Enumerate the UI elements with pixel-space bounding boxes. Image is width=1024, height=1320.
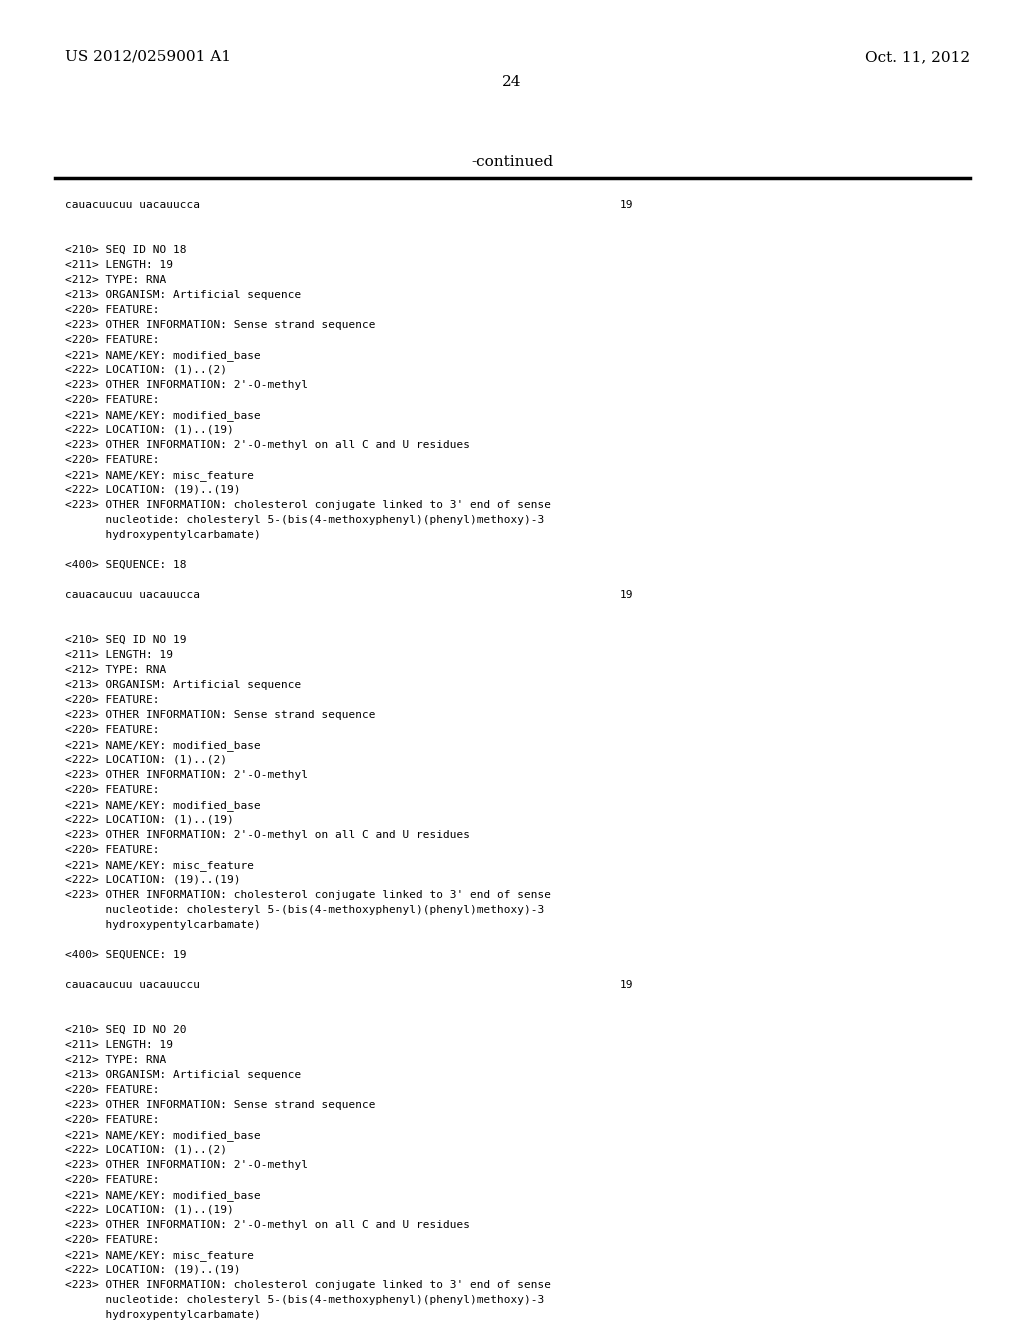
Text: <223> OTHER INFORMATION: 2'-O-methyl on all C and U residues: <223> OTHER INFORMATION: 2'-O-methyl on … [65, 830, 470, 840]
Text: <223> OTHER INFORMATION: 2'-O-methyl: <223> OTHER INFORMATION: 2'-O-methyl [65, 1160, 308, 1170]
Text: <222> LOCATION: (1)..(19): <222> LOCATION: (1)..(19) [65, 425, 233, 436]
Text: 19: 19 [620, 201, 634, 210]
Text: <221> NAME/KEY: misc_feature: <221> NAME/KEY: misc_feature [65, 1250, 254, 1261]
Text: <212> TYPE: RNA: <212> TYPE: RNA [65, 665, 166, 675]
Text: cauacuucuu uacauucca: cauacuucuu uacauucca [65, 201, 200, 210]
Text: -continued: -continued [471, 154, 553, 169]
Text: Oct. 11, 2012: Oct. 11, 2012 [865, 50, 970, 63]
Text: nucleotide: cholesteryl 5-(bis(4-methoxyphenyl)(phenyl)methoxy)-3: nucleotide: cholesteryl 5-(bis(4-methoxy… [65, 906, 544, 915]
Text: <210> SEQ ID NO 20: <210> SEQ ID NO 20 [65, 1026, 186, 1035]
Text: <220> FEATURE:: <220> FEATURE: [65, 1175, 160, 1185]
Text: <222> LOCATION: (1)..(19): <222> LOCATION: (1)..(19) [65, 814, 233, 825]
Text: <220> FEATURE:: <220> FEATURE: [65, 725, 160, 735]
Text: <223> OTHER INFORMATION: cholesterol conjugate linked to 3' end of sense: <223> OTHER INFORMATION: cholesterol con… [65, 500, 551, 510]
Text: <223> OTHER INFORMATION: Sense strand sequence: <223> OTHER INFORMATION: Sense strand se… [65, 319, 376, 330]
Text: <221> NAME/KEY: modified_base: <221> NAME/KEY: modified_base [65, 1191, 261, 1201]
Text: <222> LOCATION: (19)..(19): <222> LOCATION: (19)..(19) [65, 875, 241, 884]
Text: <222> LOCATION: (19)..(19): <222> LOCATION: (19)..(19) [65, 1265, 241, 1275]
Text: <400> SEQUENCE: 18: <400> SEQUENCE: 18 [65, 560, 186, 570]
Text: nucleotide: cholesteryl 5-(bis(4-methoxyphenyl)(phenyl)methoxy)-3: nucleotide: cholesteryl 5-(bis(4-methoxy… [65, 515, 544, 525]
Text: 24: 24 [502, 75, 522, 88]
Text: <213> ORGANISM: Artificial sequence: <213> ORGANISM: Artificial sequence [65, 290, 301, 300]
Text: <223> OTHER INFORMATION: cholesterol conjugate linked to 3' end of sense: <223> OTHER INFORMATION: cholesterol con… [65, 890, 551, 900]
Text: <220> FEATURE:: <220> FEATURE: [65, 696, 160, 705]
Text: <220> FEATURE:: <220> FEATURE: [65, 395, 160, 405]
Text: <222> LOCATION: (1)..(2): <222> LOCATION: (1)..(2) [65, 755, 227, 766]
Text: <221> NAME/KEY: modified_base: <221> NAME/KEY: modified_base [65, 411, 261, 421]
Text: <223> OTHER INFORMATION: 2'-O-methyl on all C and U residues: <223> OTHER INFORMATION: 2'-O-methyl on … [65, 440, 470, 450]
Text: <220> FEATURE:: <220> FEATURE: [65, 335, 160, 345]
Text: <220> FEATURE:: <220> FEATURE: [65, 455, 160, 465]
Text: <213> ORGANISM: Artificial sequence: <213> ORGANISM: Artificial sequence [65, 1071, 301, 1080]
Text: <222> LOCATION: (1)..(19): <222> LOCATION: (1)..(19) [65, 1205, 233, 1214]
Text: <222> LOCATION: (19)..(19): <222> LOCATION: (19)..(19) [65, 484, 241, 495]
Text: <211> LENGTH: 19: <211> LENGTH: 19 [65, 260, 173, 271]
Text: <212> TYPE: RNA: <212> TYPE: RNA [65, 275, 166, 285]
Text: <210> SEQ ID NO 18: <210> SEQ ID NO 18 [65, 246, 186, 255]
Text: <222> LOCATION: (1)..(2): <222> LOCATION: (1)..(2) [65, 366, 227, 375]
Text: <222> LOCATION: (1)..(2): <222> LOCATION: (1)..(2) [65, 1144, 227, 1155]
Text: <212> TYPE: RNA: <212> TYPE: RNA [65, 1055, 166, 1065]
Text: 19: 19 [620, 979, 634, 990]
Text: cauacaucuu uacauuccu: cauacaucuu uacauuccu [65, 979, 200, 990]
Text: <221> NAME/KEY: modified_base: <221> NAME/KEY: modified_base [65, 741, 261, 751]
Text: US 2012/0259001 A1: US 2012/0259001 A1 [65, 50, 231, 63]
Text: hydroxypentylcarbamate): hydroxypentylcarbamate) [65, 920, 261, 931]
Text: hydroxypentylcarbamate): hydroxypentylcarbamate) [65, 531, 261, 540]
Text: hydroxypentylcarbamate): hydroxypentylcarbamate) [65, 1309, 261, 1320]
Text: <223> OTHER INFORMATION: Sense strand sequence: <223> OTHER INFORMATION: Sense strand se… [65, 1100, 376, 1110]
Text: <210> SEQ ID NO 19: <210> SEQ ID NO 19 [65, 635, 186, 645]
Text: <220> FEATURE:: <220> FEATURE: [65, 1085, 160, 1096]
Text: <211> LENGTH: 19: <211> LENGTH: 19 [65, 649, 173, 660]
Text: <223> OTHER INFORMATION: Sense strand sequence: <223> OTHER INFORMATION: Sense strand se… [65, 710, 376, 719]
Text: <223> OTHER INFORMATION: 2'-O-methyl: <223> OTHER INFORMATION: 2'-O-methyl [65, 380, 308, 389]
Text: <220> FEATURE:: <220> FEATURE: [65, 845, 160, 855]
Text: <220> FEATURE:: <220> FEATURE: [65, 305, 160, 315]
Text: <220> FEATURE:: <220> FEATURE: [65, 1236, 160, 1245]
Text: <223> OTHER INFORMATION: 2'-O-methyl on all C and U residues: <223> OTHER INFORMATION: 2'-O-methyl on … [65, 1220, 470, 1230]
Text: <213> ORGANISM: Artificial sequence: <213> ORGANISM: Artificial sequence [65, 680, 301, 690]
Text: <221> NAME/KEY: modified_base: <221> NAME/KEY: modified_base [65, 800, 261, 810]
Text: 19: 19 [620, 590, 634, 601]
Text: <400> SEQUENCE: 19: <400> SEQUENCE: 19 [65, 950, 186, 960]
Text: <220> FEATURE:: <220> FEATURE: [65, 1115, 160, 1125]
Text: <223> OTHER INFORMATION: cholesterol conjugate linked to 3' end of sense: <223> OTHER INFORMATION: cholesterol con… [65, 1280, 551, 1290]
Text: <221> NAME/KEY: modified_base: <221> NAME/KEY: modified_base [65, 1130, 261, 1140]
Text: <220> FEATURE:: <220> FEATURE: [65, 785, 160, 795]
Text: nucleotide: cholesteryl 5-(bis(4-methoxyphenyl)(phenyl)methoxy)-3: nucleotide: cholesteryl 5-(bis(4-methoxy… [65, 1295, 544, 1305]
Text: <223> OTHER INFORMATION: 2'-O-methyl: <223> OTHER INFORMATION: 2'-O-methyl [65, 770, 308, 780]
Text: <211> LENGTH: 19: <211> LENGTH: 19 [65, 1040, 173, 1049]
Text: <221> NAME/KEY: modified_base: <221> NAME/KEY: modified_base [65, 350, 261, 360]
Text: <221> NAME/KEY: misc_feature: <221> NAME/KEY: misc_feature [65, 470, 254, 480]
Text: cauacaucuu uacauucca: cauacaucuu uacauucca [65, 590, 200, 601]
Text: <221> NAME/KEY: misc_feature: <221> NAME/KEY: misc_feature [65, 861, 254, 871]
